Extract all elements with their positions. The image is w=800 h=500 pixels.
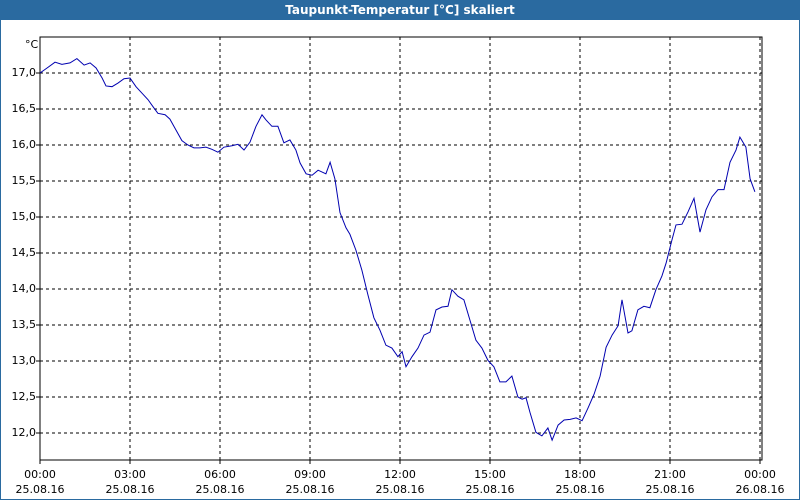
x-tick-label: 03:00 [114, 468, 146, 481]
y-tick-label: 14,5 [12, 246, 37, 259]
title-bar [0, 0, 800, 20]
y-tick-label: 16,0 [12, 138, 37, 151]
x-tick-label: 18:00 [564, 468, 596, 481]
x-tick-label: 06:00 [204, 468, 236, 481]
y-tick-label: 14,0 [12, 282, 37, 295]
x-tick-label: 21:00 [654, 468, 686, 481]
x-tick-label: 15:00 [474, 468, 506, 481]
x-tick-label: 00:00 [744, 468, 776, 481]
x-tick-date: 25.08.16 [376, 483, 425, 496]
x-tick-date: 25.08.16 [196, 483, 245, 496]
x-tick-date: 25.08.16 [556, 483, 605, 496]
y-unit: °C [25, 38, 39, 51]
y-tick-label: 12,0 [12, 426, 37, 439]
y-tick-label: 17,0 [12, 66, 37, 79]
x-tick-label: 00:00 [24, 468, 56, 481]
y-tick-label: 15,0 [12, 210, 37, 223]
y-tick-label: 12,5 [12, 390, 37, 403]
x-tick-label: 09:00 [294, 468, 326, 481]
x-tick-date: 25.08.16 [286, 483, 335, 496]
x-tick-label: 12:00 [384, 468, 416, 481]
data-line [39, 57, 756, 442]
x-tick-date: 26.08.16 [736, 483, 785, 496]
x-tick-date: 25.08.16 [16, 483, 65, 496]
x-tick-date: 25.08.16 [106, 483, 155, 496]
y-tick-label: 13,5 [12, 318, 37, 331]
y-tick-label: 13,0 [12, 354, 37, 367]
y-tick-label: 15,5 [12, 174, 37, 187]
y-tick-label: 16,5 [12, 102, 37, 115]
x-tick-date: 25.08.16 [646, 483, 695, 496]
chart-title: Taupunkt-Temperatur [°C] skaliert [285, 3, 515, 17]
x-tick-date: 25.08.16 [466, 483, 515, 496]
